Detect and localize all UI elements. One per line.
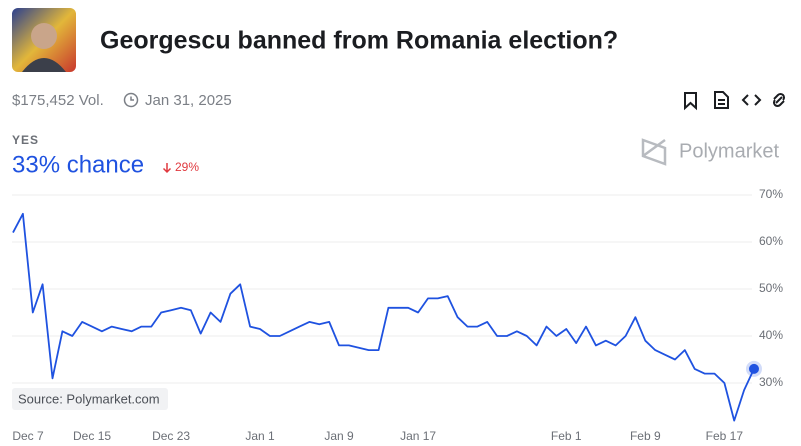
change: 29% [175, 160, 199, 174]
y-tick-label: 60% [759, 234, 783, 248]
outcome-name: YES [12, 133, 39, 147]
volume: $175,452 Vol. [12, 92, 104, 109]
document-icon[interactable] [714, 91, 729, 109]
x-tick-label: Jan 1 [245, 429, 275, 443]
x-tick-label: Feb 17 [706, 429, 744, 443]
x-tick-label: Dec 7 [12, 429, 44, 443]
x-tick-label: Dec 23 [152, 429, 190, 443]
current-point [749, 363, 759, 374]
link-icon[interactable] [772, 92, 786, 108]
y-tick-label: 30% [759, 375, 783, 389]
avatar-body [22, 58, 66, 72]
x-tick-label: Dec 15 [73, 429, 111, 443]
source: Source: Polymarket.com [18, 391, 160, 406]
embed-icon[interactable] [741, 94, 762, 106]
avatar-face [31, 23, 57, 49]
title: Georgescu banned from Romania election? [100, 27, 618, 55]
bookmark-icon[interactable] [684, 92, 697, 111]
x-tick-label: Jan 17 [400, 429, 436, 443]
x-tick-label: Feb 9 [630, 429, 661, 443]
chance: 33% chance [12, 151, 144, 178]
y-tick-label: 70% [759, 187, 783, 201]
x-tick-label: Feb 1 [551, 429, 582, 443]
y-tick-label: 50% [759, 281, 783, 295]
end-date: Jan 31, 2025 [145, 92, 232, 109]
y-tick-label: 40% [759, 328, 783, 342]
down-arrow [162, 163, 172, 174]
brand-logo [641, 138, 667, 166]
source-box [12, 388, 168, 410]
clock-icon [123, 92, 139, 108]
x-tick-label: Jan 9 [324, 429, 354, 443]
price-line [12, 212, 755, 422]
brand: Polymarket [679, 140, 779, 162]
clock-hand [130, 96, 134, 101]
